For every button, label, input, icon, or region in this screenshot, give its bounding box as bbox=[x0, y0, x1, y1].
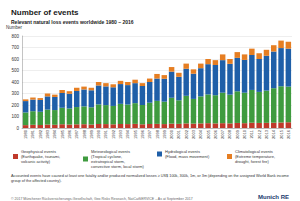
svg-text:700: 700 bbox=[11, 45, 19, 50]
svg-text:(Earthquake, tsunami,: (Earthquake, tsunami, bbox=[21, 154, 61, 159]
svg-text:1991: 1991 bbox=[103, 129, 108, 139]
svg-text:1980: 1980 bbox=[23, 129, 28, 139]
svg-text:© 2017 Münchener Rückversicher: © 2017 Münchener Rückversicherungs-Gesel… bbox=[11, 197, 193, 201]
svg-text:1985: 1985 bbox=[60, 129, 65, 139]
svg-text:800: 800 bbox=[11, 34, 19, 39]
svg-text:1999: 1999 bbox=[162, 129, 167, 139]
svg-text:extratropical storm,: extratropical storm, bbox=[91, 159, 125, 164]
svg-text:Relevant natural loss events w: Relevant natural loss events worldwide 1… bbox=[11, 19, 134, 25]
svg-text:Munich RE: Munich RE bbox=[258, 194, 289, 200]
svg-text:Meteorological events: Meteorological events bbox=[91, 149, 130, 154]
svg-text:Hydrological events: Hydrological events bbox=[165, 149, 200, 154]
svg-text:Number of events: Number of events bbox=[11, 8, 79, 17]
svg-text:2016: 2016 bbox=[286, 129, 291, 139]
svg-text:2007: 2007 bbox=[220, 129, 225, 139]
svg-text:2000: 2000 bbox=[169, 129, 174, 139]
svg-text:2004: 2004 bbox=[198, 129, 203, 139]
svg-text:1993: 1993 bbox=[118, 129, 123, 139]
svg-text:1988: 1988 bbox=[82, 129, 87, 139]
svg-text:1996: 1996 bbox=[140, 129, 145, 139]
svg-text:(Extreme temperature,: (Extreme temperature, bbox=[235, 154, 275, 159]
svg-text:1982: 1982 bbox=[38, 129, 43, 139]
svg-text:1984: 1984 bbox=[52, 129, 57, 139]
svg-text:2011: 2011 bbox=[249, 129, 254, 138]
svg-text:1997: 1997 bbox=[147, 129, 152, 139]
svg-text:500: 500 bbox=[11, 68, 19, 73]
svg-text:1987: 1987 bbox=[74, 129, 79, 139]
svg-text:600: 600 bbox=[11, 57, 19, 62]
svg-text:200: 200 bbox=[11, 103, 19, 108]
svg-text:group of the affected country): group of the affected country). bbox=[11, 179, 62, 183]
svg-text:2005: 2005 bbox=[206, 129, 211, 139]
svg-text:(Tropical cyclone,: (Tropical cyclone, bbox=[91, 154, 123, 159]
svg-text:2008: 2008 bbox=[227, 129, 232, 139]
svg-text:1983: 1983 bbox=[45, 129, 50, 139]
svg-text:400: 400 bbox=[11, 80, 19, 85]
svg-text:2001: 2001 bbox=[176, 129, 181, 139]
svg-text:drought, forest fire): drought, forest fire) bbox=[235, 159, 269, 164]
svg-text:1981: 1981 bbox=[30, 129, 35, 139]
svg-text:1994: 1994 bbox=[125, 129, 130, 139]
svg-text:2015: 2015 bbox=[279, 129, 284, 139]
svg-text:2010: 2010 bbox=[242, 129, 247, 139]
svg-text:Climatological events: Climatological events bbox=[235, 149, 273, 154]
svg-text:2002: 2002 bbox=[184, 129, 189, 139]
svg-text:2009: 2009 bbox=[235, 129, 240, 139]
svg-text:2013: 2013 bbox=[264, 129, 269, 139]
svg-text:100: 100 bbox=[11, 114, 19, 119]
svg-text:Geophysical events: Geophysical events bbox=[21, 149, 56, 154]
svg-text:1998: 1998 bbox=[155, 129, 160, 139]
svg-text:1990: 1990 bbox=[96, 129, 101, 139]
svg-text:0: 0 bbox=[16, 126, 19, 131]
svg-text:1986: 1986 bbox=[67, 129, 72, 139]
svg-text:2014: 2014 bbox=[271, 129, 276, 139]
svg-text:2003: 2003 bbox=[191, 129, 196, 139]
svg-text:1989: 1989 bbox=[89, 129, 94, 139]
svg-text:1995: 1995 bbox=[133, 129, 138, 139]
svg-text:2006: 2006 bbox=[213, 129, 218, 139]
svg-text:300: 300 bbox=[11, 91, 19, 96]
svg-text:Number: Number bbox=[6, 25, 23, 30]
svg-text:Accounted events have caused a: Accounted events have caused at least on… bbox=[11, 174, 290, 178]
svg-text:1992: 1992 bbox=[111, 129, 116, 139]
svg-text:(Flood, mass movement): (Flood, mass movement) bbox=[165, 154, 210, 159]
svg-text:2012: 2012 bbox=[257, 129, 262, 139]
svg-text:convective storm, local storm): convective storm, local storm) bbox=[91, 164, 145, 169]
svg-text:volcanic activity): volcanic activity) bbox=[21, 159, 51, 164]
